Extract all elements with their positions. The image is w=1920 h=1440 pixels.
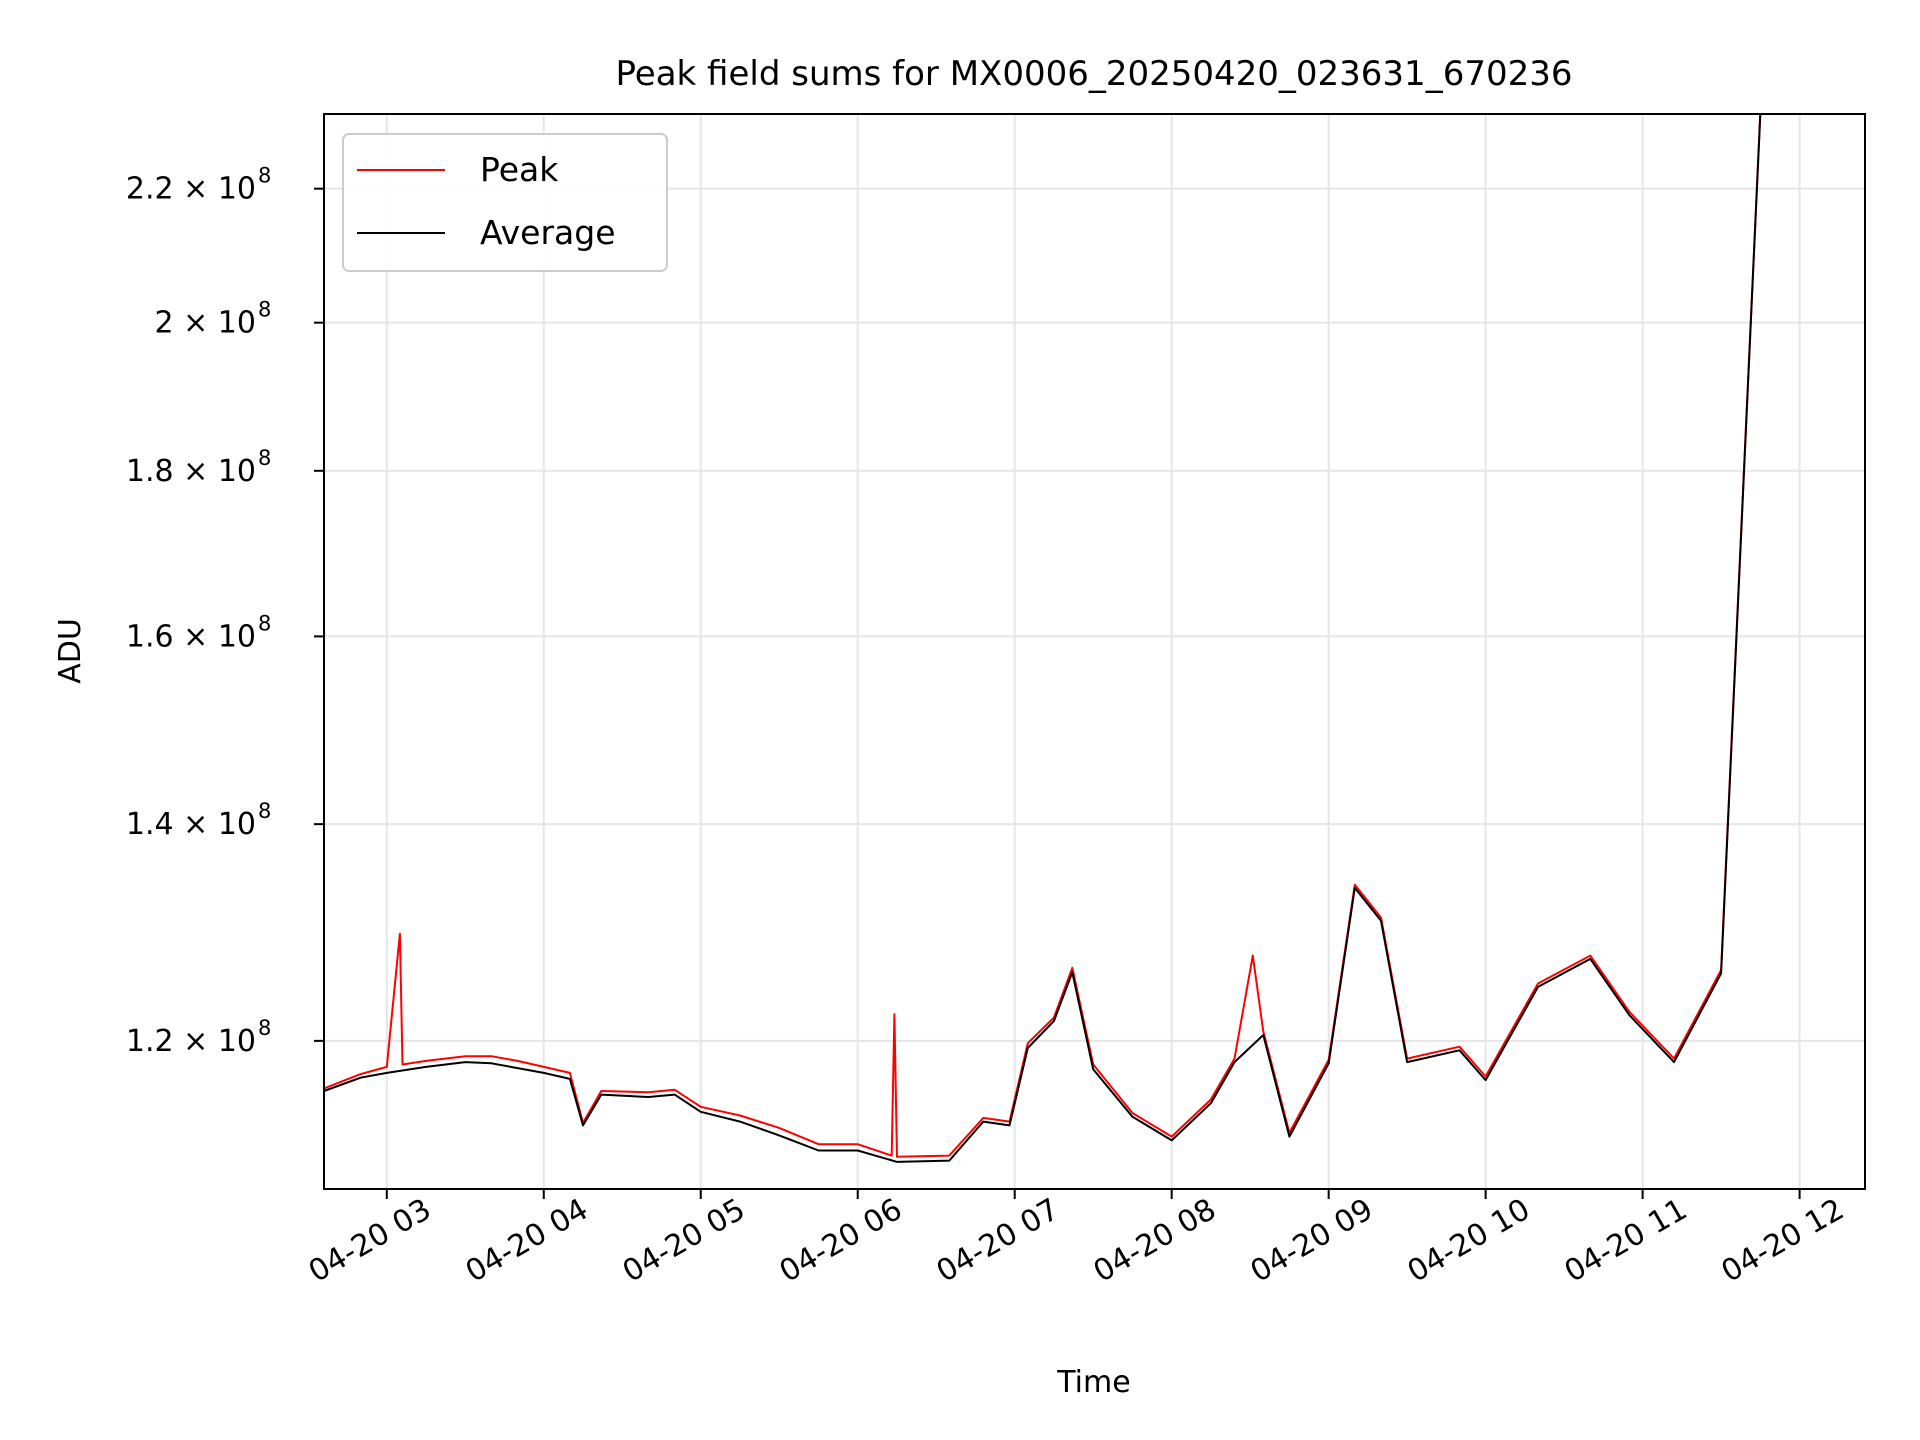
y-tick-label: 2 × 10 8	[155, 298, 272, 341]
y-tick-label: 1.8 × 10 8	[126, 446, 271, 489]
y-tick-exponent: 8	[258, 611, 271, 635]
y-tick-exponent: 8	[258, 799, 271, 823]
y-tick-label: 1.2 × 10 8	[126, 1016, 271, 1059]
y-axis-label: ADU	[53, 618, 88, 684]
legend-box	[342, 133, 668, 272]
y-tick-exponent: 8	[258, 1016, 271, 1040]
chart-title: Peak field sums for MX0006_20250420_0236…	[616, 54, 1573, 94]
y-tick-mantissa: 1.2 × 10	[126, 1024, 256, 1059]
legend-label-average: Average	[480, 213, 616, 252]
plot-frame	[323, 113, 1866, 1190]
legend: Peak Average	[342, 133, 668, 272]
x-axis-label: Time	[1056, 1365, 1130, 1400]
y-tick-label: 2.2 × 10 8	[126, 164, 271, 207]
y-tick-exponent: 8	[258, 164, 271, 188]
y-tick-label: 1.6 × 10 8	[126, 611, 271, 654]
y-tick-mantissa: 2 × 10	[155, 306, 256, 341]
legend-label-peak: Peak	[480, 150, 559, 189]
y-tick-exponent: 8	[258, 446, 271, 470]
y-tick-mantissa: 1.6 × 10	[126, 619, 256, 654]
y-tick-mantissa: 1.8 × 10	[126, 454, 256, 489]
series-line-average	[324, 114, 1762, 1163]
y-tick-exponent: 8	[258, 298, 271, 322]
y-tick-mantissa: 2.2 × 10	[126, 172, 256, 207]
y-tick-label: 1.4 × 10 8	[126, 799, 271, 842]
y-tick-mantissa: 1.4 × 10	[126, 807, 256, 842]
series-layer	[324, 114, 1762, 1163]
y-axis: 1.2 × 10 81.4 × 10 81.6 × 10 81.8 × 10 82 × …	[126, 164, 324, 1059]
